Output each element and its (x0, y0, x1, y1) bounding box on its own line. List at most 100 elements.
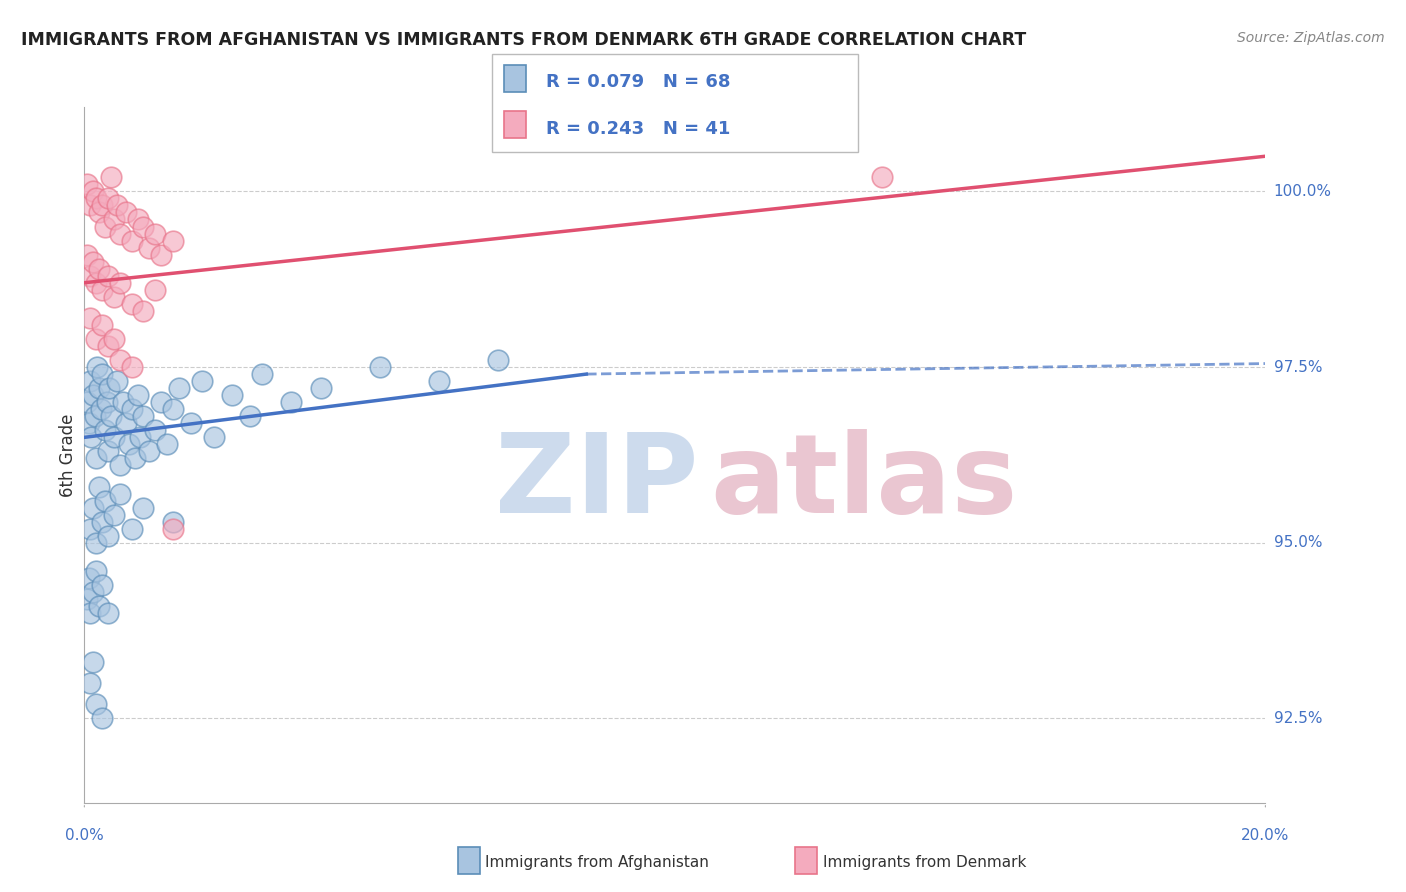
Point (79, 310, 101, 325)
Point (76, 395, 98, 409)
Point (138, 241, 160, 255)
Point (143, 227, 166, 241)
Point (77, 571, 100, 585)
Point (96, 395, 118, 409)
Point (82, 655, 104, 669)
Point (84, 409, 107, 424)
Point (138, 444, 160, 458)
Text: ZIP: ZIP (495, 429, 699, 536)
Point (143, 423, 166, 437)
Point (132, 500, 155, 515)
Point (91, 318, 114, 332)
Text: Source: ZipAtlas.com: Source: ZipAtlas.com (1237, 31, 1385, 45)
Point (84, 451, 107, 466)
Point (180, 417, 202, 431)
Text: 0.0%: 0.0% (65, 828, 104, 843)
Y-axis label: 6th Grade: 6th Grade (59, 413, 77, 497)
Point (103, 508, 125, 522)
Point (162, 522, 184, 536)
Point (280, 395, 302, 409)
Point (162, 515, 184, 529)
Point (150, 247, 173, 261)
Point (100, 409, 122, 424)
Point (84, 332, 107, 346)
Point (91, 367, 114, 381)
Point (87, 599, 111, 613)
Point (79, 606, 101, 620)
Point (82, 254, 104, 268)
Text: Immigrants from Afghanistan: Immigrants from Afghanistan (485, 855, 709, 870)
Point (82, 388, 104, 402)
Point (79, 676, 101, 690)
Point (100, 170, 122, 185)
Point (486, 353, 509, 368)
Point (121, 522, 143, 536)
Point (167, 381, 190, 395)
Point (118, 437, 141, 451)
Point (202, 430, 225, 444)
Point (91, 515, 114, 529)
Text: 95.0%: 95.0% (1274, 535, 1322, 550)
Point (84, 564, 107, 578)
Text: R = 0.079   N = 68: R = 0.079 N = 68 (546, 73, 730, 91)
Point (87, 479, 111, 493)
Point (124, 451, 146, 466)
Point (97, 606, 120, 620)
Point (111, 395, 134, 409)
Point (90, 402, 112, 417)
Point (121, 402, 143, 417)
Point (87, 205, 111, 219)
Point (87, 261, 111, 276)
Text: 97.5%: 97.5% (1274, 359, 1322, 375)
Point (80, 430, 103, 444)
Point (105, 374, 128, 388)
Point (150, 395, 173, 409)
Point (91, 283, 114, 297)
Point (76, 178, 98, 192)
Point (79, 198, 101, 212)
Point (105, 198, 128, 212)
Point (162, 402, 184, 417)
Point (250, 367, 273, 381)
Point (82, 585, 104, 599)
Point (427, 374, 450, 388)
Point (121, 234, 143, 248)
Point (132, 303, 155, 318)
Point (127, 212, 149, 227)
Point (97, 444, 120, 458)
Point (108, 227, 131, 241)
Point (84, 191, 107, 205)
Point (94, 219, 117, 234)
Text: Immigrants from Denmark: Immigrants from Denmark (823, 855, 1026, 870)
Point (309, 381, 332, 395)
Point (156, 437, 179, 451)
Point (121, 297, 143, 311)
Point (97, 268, 120, 283)
Point (79, 374, 101, 388)
Text: 100.0%: 100.0% (1274, 184, 1331, 199)
Point (121, 360, 143, 375)
Point (108, 276, 131, 290)
Point (108, 486, 131, 500)
Point (129, 430, 152, 444)
Point (86, 360, 108, 375)
Point (114, 417, 136, 431)
Point (91, 198, 114, 212)
Text: IMMIGRANTS FROM AFGHANISTAN VS IMMIGRANTS FROM DENMARK 6TH GRADE CORRELATION CHA: IMMIGRANTS FROM AFGHANISTAN VS IMMIGRANT… (21, 31, 1026, 49)
Point (162, 234, 184, 248)
Point (132, 409, 155, 424)
Point (132, 219, 155, 234)
Point (108, 458, 131, 473)
Point (79, 268, 101, 283)
Point (77, 417, 100, 431)
Point (191, 374, 214, 388)
Point (368, 360, 391, 375)
Point (127, 388, 149, 402)
Point (94, 493, 117, 508)
Point (84, 535, 107, 549)
Point (97, 339, 120, 353)
Point (76, 247, 98, 261)
Point (94, 423, 117, 437)
Point (98, 381, 121, 395)
Point (82, 185, 104, 199)
